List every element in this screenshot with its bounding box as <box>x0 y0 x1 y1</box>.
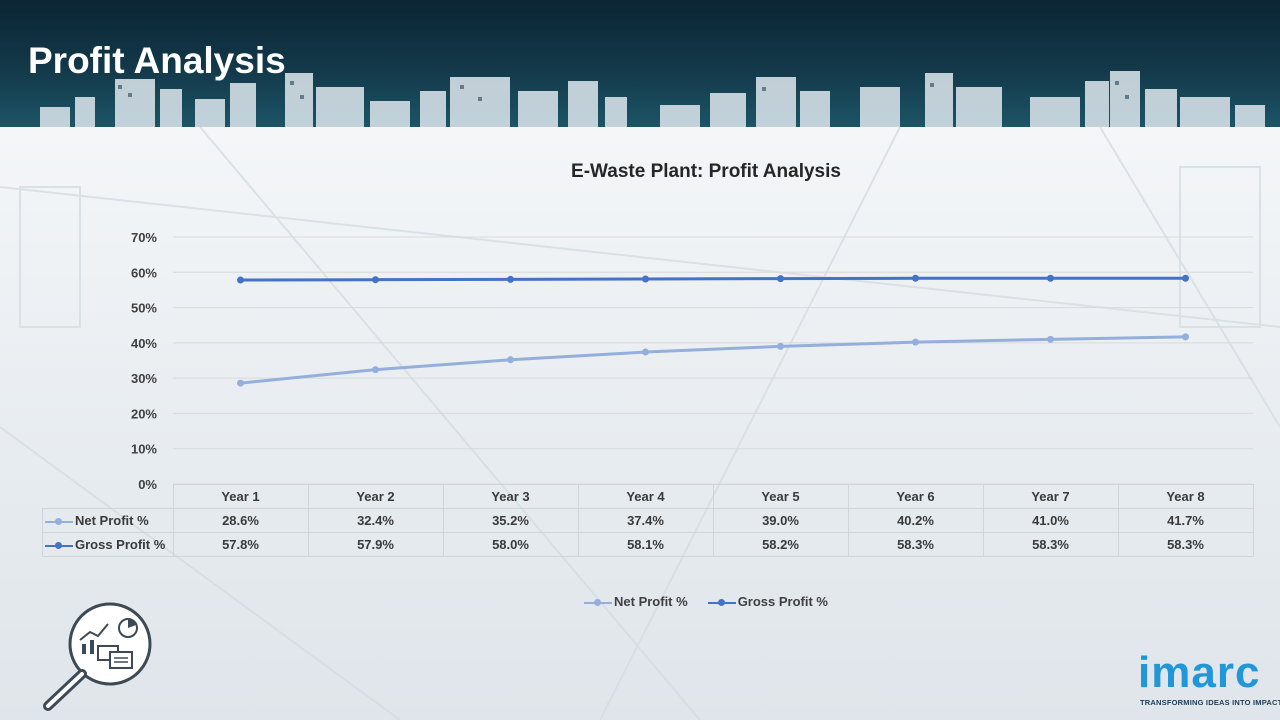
x-category-label: Year 8 <box>1117 484 1254 509</box>
chart-area: E-Waste Plant: Profit Analysis 0% 10% 20% 3… <box>0 127 1280 720</box>
legend-key-icon <box>707 598 736 608</box>
city-skyline-art <box>40 71 1265 127</box>
data-point <box>237 276 244 284</box>
analysis-magnifier-icon <box>43 602 152 711</box>
data-point <box>777 342 784 350</box>
legend-key-icon <box>584 598 613 608</box>
series-line-gross-profit <box>240 276 1186 282</box>
data-point <box>1182 274 1189 282</box>
data-value-cell: 28.6% <box>172 508 309 533</box>
data-value-cell: 41.7% <box>1117 508 1254 533</box>
data-value-cell: 41.0% <box>982 508 1119 533</box>
x-category-label: Year 7 <box>982 484 1119 509</box>
data-value-cell: 58.3% <box>847 532 984 557</box>
y-tick-label: 40% <box>131 336 157 351</box>
y-tick-label: 70% <box>131 230 157 245</box>
y-tick-label: 10% <box>131 442 157 457</box>
legend-key-icon <box>45 517 73 527</box>
series-row-label: Gross Profit % <box>42 532 174 557</box>
data-value-cell: 58.3% <box>1117 532 1254 557</box>
data-point <box>1182 333 1189 341</box>
x-category-label: Year 5 <box>712 484 849 509</box>
data-point <box>642 348 649 356</box>
x-category-label: Year 4 <box>577 484 714 509</box>
x-category-label: Year 1 <box>172 484 309 509</box>
data-point <box>777 275 784 283</box>
y-tick-label: 30% <box>131 371 157 386</box>
series-name: Gross Profit % <box>75 537 166 552</box>
data-value-cell: 58.3% <box>982 532 1119 557</box>
data-value-cell: 57.9% <box>307 532 444 557</box>
data-value-cell: 32.4% <box>307 508 444 533</box>
data-value-cell: 58.1% <box>577 532 714 557</box>
logo-wordmark: imarc <box>1138 648 1261 697</box>
x-category-label: Year 2 <box>307 484 444 509</box>
data-table-header-row: Year 1 Year 2 Year 3 Year 4 Year 5 Year 6 Year… <box>42 484 1254 509</box>
data-value-cell: 37.4% <box>577 508 714 533</box>
data-point <box>912 274 919 282</box>
data-value-cell: 39.0% <box>712 508 849 533</box>
line-chart-plot: 0%10%20%30%40%50%60%70% <box>131 230 1253 492</box>
table-row: Gross Profit % 57.8% 57.9% 58.0% 58.1% 58.2% 5… <box>42 532 1254 557</box>
data-value-cell: 35.2% <box>442 508 579 533</box>
chart-data-table: Year 1 Year 2 Year 3 Year 4 Year 5 Year 6 Year… <box>42 484 1254 557</box>
data-point <box>642 275 649 283</box>
chart-legend: Net Profit % Gross Profit % <box>0 594 1280 609</box>
data-point <box>507 275 514 283</box>
page-title: Profit Analysis <box>28 40 286 81</box>
data-value-cell: 57.8% <box>172 532 309 557</box>
logo-tagline: TRANSFORMING IDEAS INTO IMPACT <box>1140 698 1280 707</box>
legend-key-icon <box>45 541 73 551</box>
y-tick-label: 20% <box>131 406 157 421</box>
data-table-corner <box>42 484 174 509</box>
series-line-net-profit <box>240 335 1186 385</box>
legend-label: Gross Profit % <box>737 594 828 609</box>
legend-label: Net Profit % <box>614 594 688 609</box>
imarc-logo: imarc TRANSFORMING IDEAS INTO IMPACT <box>1138 648 1280 710</box>
x-category-label: Year 6 <box>847 484 984 509</box>
y-tick-label: 50% <box>131 301 157 316</box>
data-point <box>507 356 514 364</box>
chart-title: E-Waste Plant: Profit Analysis <box>571 161 841 182</box>
legend-item: Net Profit % <box>584 594 688 609</box>
series-name: Net Profit % <box>75 513 149 528</box>
data-point <box>372 366 379 374</box>
series-row-label: Net Profit % <box>42 508 174 533</box>
table-row: Net Profit % 28.6% 32.4% 35.2% 37.4% 39.0% 40.… <box>42 508 1254 533</box>
background-panel <box>0 127 1280 720</box>
data-value-cell: 58.2% <box>712 532 849 557</box>
legend-item: Gross Profit % <box>707 594 828 609</box>
data-point <box>1047 274 1054 282</box>
x-category-label: Year 3 <box>442 484 579 509</box>
factory-background-art <box>0 127 1280 720</box>
data-value-cell: 58.0% <box>442 532 579 557</box>
data-value-cell: 40.2% <box>847 508 984 533</box>
data-point <box>912 338 919 346</box>
y-tick-label: 60% <box>131 265 157 280</box>
header-banner: Profit Analysis <box>0 0 1280 127</box>
data-point <box>372 276 379 284</box>
data-point <box>237 379 244 387</box>
data-point <box>1047 335 1054 343</box>
